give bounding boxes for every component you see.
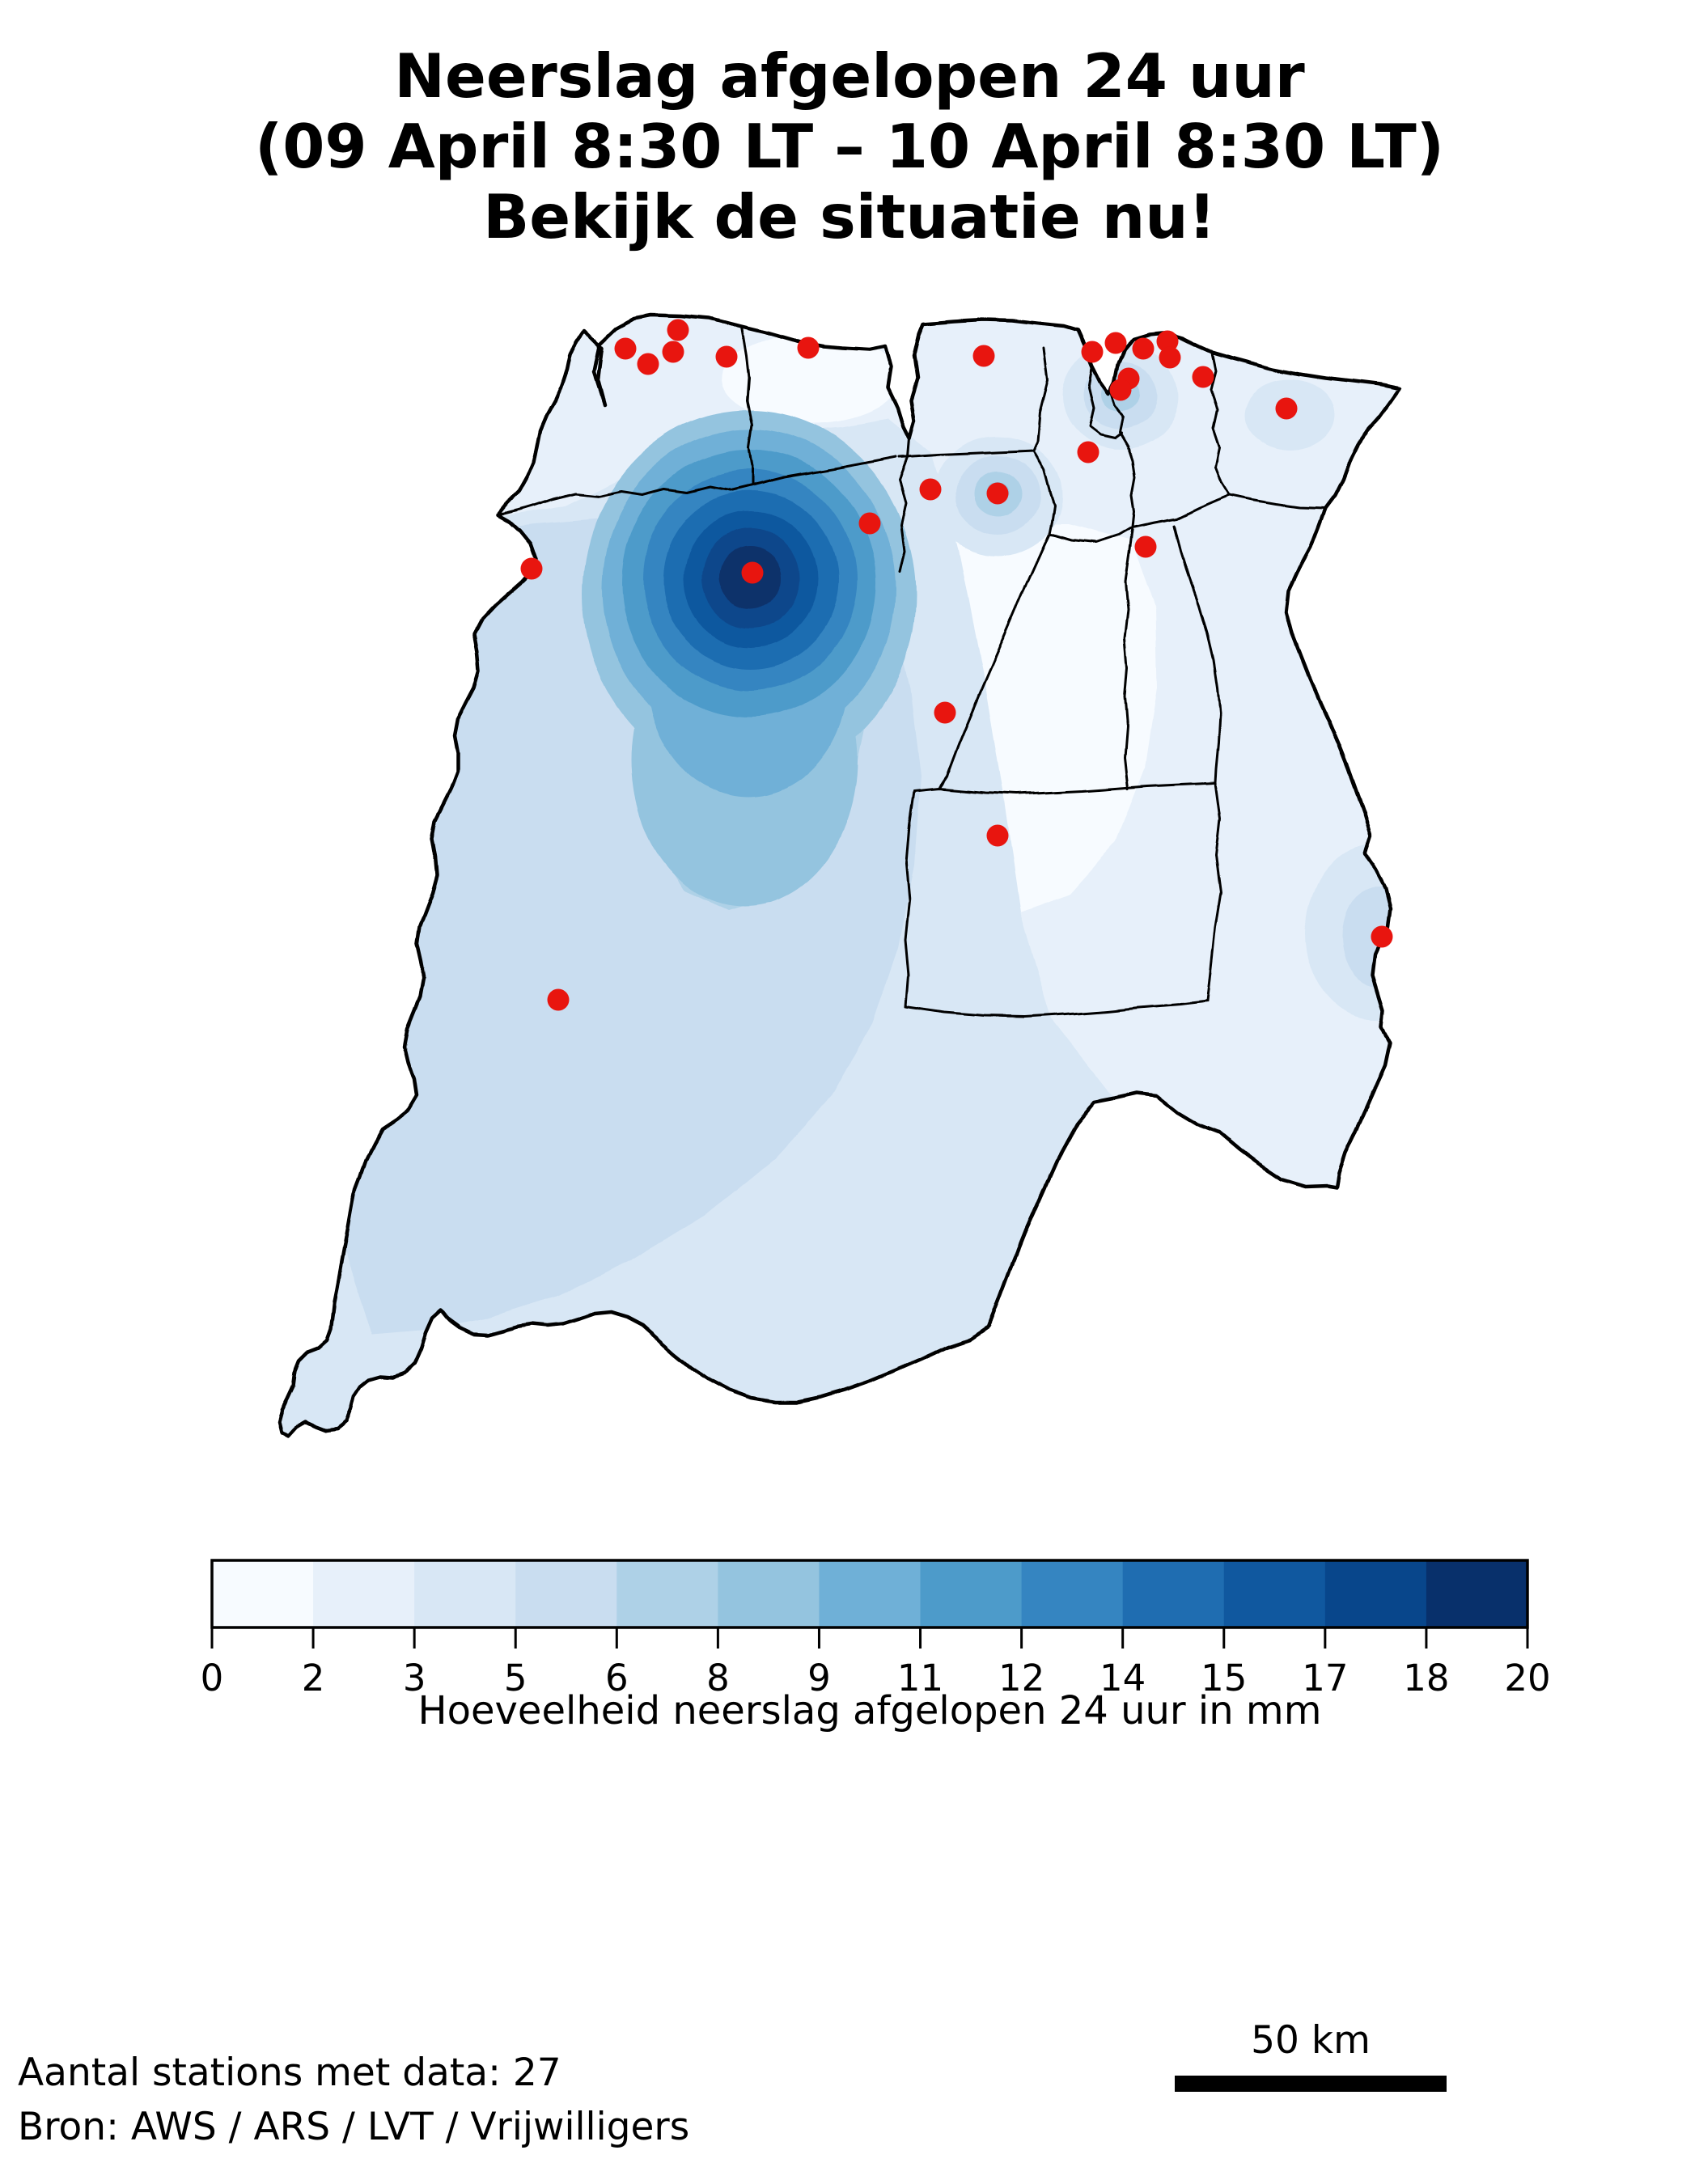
scalebar-bar [1175,2076,1447,2092]
colorbar-tick-label: 15 [1201,1657,1247,1699]
district-border-wanica-west [1032,346,1056,535]
colorbar-tick-label: 12 [998,1657,1044,1699]
station-dot [637,353,659,375]
colorbar-frame [210,1559,1529,1629]
station-dot [797,336,820,359]
district-border-brokopondo-south [905,1000,1209,1018]
station-dot [934,701,956,724]
district-border-brokopondo-north [913,781,1217,796]
colorbar-tick-label: 5 [504,1657,527,1699]
district-border-nickerie-east [740,325,754,487]
station-dot [1371,925,1393,948]
colorbar-ticks: 0 2 3 5 6 8 9 11 12 14 15 17 18 20 [201,1627,1551,1699]
colorbar-tick-label: 11 [897,1657,943,1699]
stations-count-text: Aantal stations met data: 27 [18,2051,561,2095]
district-border-brokopondo-east [1205,781,1222,1003]
station-dot [1159,346,1181,369]
colorbar-segment [313,1560,416,1627]
colorbar-segment [1324,1560,1427,1627]
district-border-paramaribo [1083,346,1123,440]
station-dot [662,341,684,363]
station-dot [547,988,570,1011]
suriname-map [243,283,1456,1537]
station-dot [520,557,543,580]
district-border-commewijne-south [1131,493,1231,529]
station-dot [1132,337,1155,360]
station-dot [986,482,1009,505]
colorbar-segment [212,1560,315,1627]
colorbar-tick-label: 20 [1504,1657,1550,1699]
station-dots [520,319,1393,1011]
station-dot [667,319,689,341]
colorbar-segment [1122,1560,1225,1627]
station-dot [986,824,1009,847]
colorbar-tick-label: 9 [807,1657,831,1699]
colorbar-segment [414,1560,517,1627]
colorbar-tick-label: 14 [1099,1657,1146,1699]
colorbar-segment [1223,1560,1326,1627]
scalebar: 50 km [1175,2018,1447,2092]
station-dot [1134,535,1157,558]
station-dot [1081,341,1104,363]
district-borders [497,325,1327,1018]
station-dot [614,337,637,360]
colorbar-segment [1426,1560,1528,1627]
colorbar-segment [616,1560,719,1627]
station-dot [741,561,764,584]
contour-dry-patch [722,334,900,423]
station-dot [1192,366,1214,388]
colorbar-tick-label: 8 [706,1657,730,1699]
district-border-saramacca-south [898,449,1035,459]
colorbar-tick-label: 6 [605,1657,629,1699]
title-line-1: Neerslag afgelopen 24 uur [394,40,1305,112]
station-dot [972,345,995,367]
colorbar-tick-label: 17 [1302,1657,1348,1699]
colorbar-segment [819,1560,922,1627]
footer: Aantal stations met data: 27 Bron: AWS /… [18,2051,689,2149]
colorbar-tick-label: 3 [403,1657,426,1699]
station-dot [1156,330,1179,353]
colorbar-segment [1021,1560,1124,1627]
colorbar-segments [212,1560,1528,1627]
district-border-marowijne-west [1210,349,1231,497]
station-dot [1104,332,1127,354]
station-dot [1109,379,1132,401]
colorbar-tick-label: 0 [201,1657,224,1699]
source-text: Bron: AWS / ARS / LVT / Vrijwilligers [18,2105,689,2149]
district-border-brokopondo-west [904,789,916,1009]
colorbar-tick-label: 2 [302,1657,325,1699]
colorbar-tick-label: 18 [1403,1657,1449,1699]
station-dot [1077,441,1099,463]
district-border-marowijne-south [1228,493,1327,510]
station-dot [858,512,881,535]
title-block: Neerslag afgelopen 24 uur (09 April 8:30… [255,40,1444,252]
station-dot [919,478,942,501]
district-border-sipaliwini-east [1173,524,1222,785]
station-dot [715,345,738,368]
title-line-2: (09 April 8:30 LT – 10 April 8:30 LT) [255,111,1444,182]
district-border-coronie-south [751,455,898,487]
colorbar-segment [718,1560,820,1627]
district-border-nickerie-south [497,484,754,517]
station-dot [1275,397,1298,420]
colorbar: 0 2 3 5 6 8 9 11 12 14 15 17 18 20 Hoeveelheid neersl… [201,1559,1551,1733]
colorbar-segment [920,1560,1023,1627]
district-border-suriname-river [1108,387,1137,529]
colorbar-label: Hoeveelheid neerslag afgelopen 24 uur in… [418,1688,1322,1733]
district-border-para-north [1048,526,1134,544]
title-line-3: Bekijk de situatie nu! [483,181,1216,252]
colorbar-segment [515,1560,618,1627]
district-border-para-west [937,532,1051,790]
scalebar-label: 50 km [1251,2018,1371,2063]
district-border-para-east [1123,526,1134,790]
